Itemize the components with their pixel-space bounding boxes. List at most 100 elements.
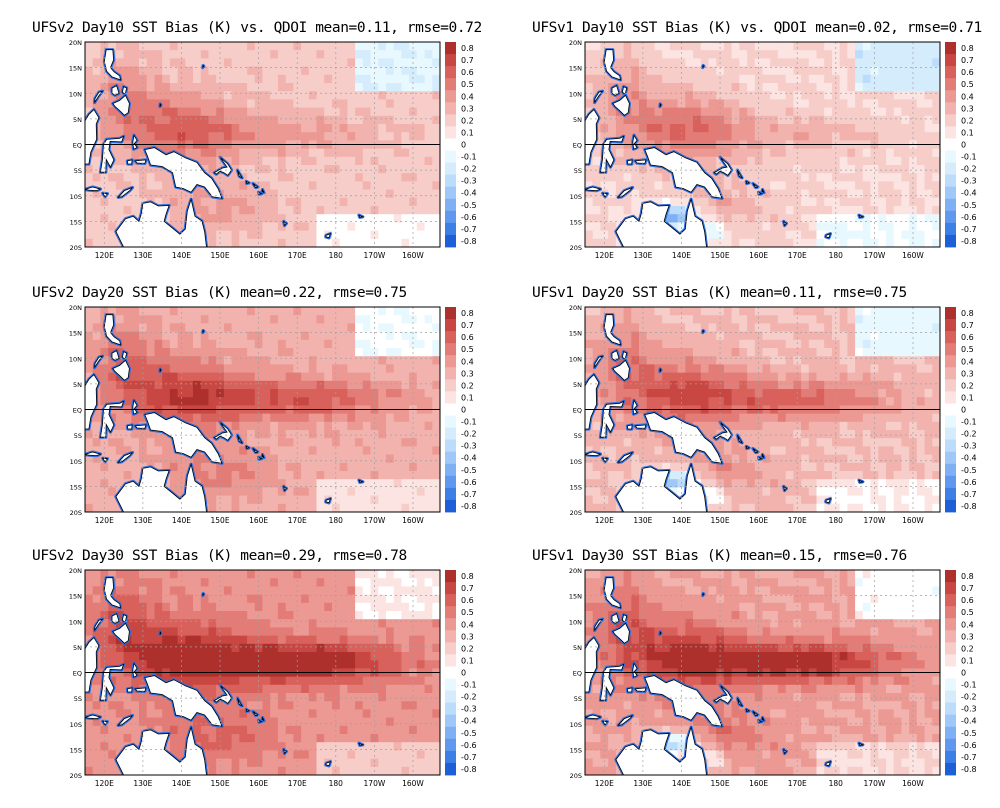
y-tick-label: EQ — [73, 407, 82, 415]
colorbar-swatch — [945, 691, 956, 704]
y-tick-label: 10S — [70, 721, 82, 729]
colorbar-swatch — [945, 751, 956, 764]
y-tick-label: EQ — [73, 142, 82, 150]
colorbar: 0.80.70.60.50.40.30.20.10-0.1-0.2-0.3-0.… — [445, 307, 477, 512]
x-tick-label: 150E — [711, 779, 730, 788]
colorbar-swatch — [445, 66, 456, 79]
colorbar-label: 0.3 — [961, 369, 974, 378]
colorbar-swatch — [445, 343, 456, 356]
colorbar-label: -0.1 — [961, 681, 977, 690]
y-tick-label: 20N — [69, 567, 82, 575]
colorbar-swatch — [445, 126, 456, 138]
colorbar-label: 0.4 — [961, 92, 974, 101]
colorbar-label: 0.4 — [461, 620, 474, 629]
y-tick-label: EQ — [573, 670, 582, 678]
colorbar-label: -0.2 — [461, 165, 477, 174]
colorbar-swatch — [945, 343, 956, 356]
y-tick-label: 5S — [74, 167, 82, 175]
x-tick-label: 160W — [902, 251, 924, 260]
colorbar-label: -0.5 — [961, 466, 977, 475]
y-tick-label: 15N — [69, 65, 82, 73]
colorbar-swatch — [945, 367, 956, 380]
colorbar-label: 0.4 — [461, 92, 474, 101]
x-tick-label: 180 — [829, 779, 844, 788]
x-tick-label: 130E — [133, 516, 152, 525]
colorbar-swatch — [945, 331, 956, 344]
colorbar-label: 0.3 — [461, 104, 474, 113]
colorbar-swatch — [445, 139, 456, 152]
colorbar-swatch — [445, 642, 456, 655]
colorbar-swatch — [445, 199, 456, 212]
colorbar-swatch — [445, 582, 456, 595]
colorbar-swatch — [445, 679, 456, 692]
colorbar-swatch — [945, 90, 956, 103]
colorbar-swatch — [945, 667, 956, 680]
colorbar-label: -0.2 — [961, 693, 977, 702]
colorbar-swatch — [945, 307, 956, 320]
colorbar-label: 0.7 — [961, 56, 974, 65]
y-tick-label: 15N — [69, 593, 82, 601]
colorbar-label: 0.1 — [961, 128, 974, 137]
colorbar-label: 0.2 — [961, 644, 974, 653]
y-tick-label: 20S — [570, 244, 582, 252]
coastline — [635, 688, 646, 692]
colorbar-swatch — [945, 355, 956, 368]
y-tick-label: 20N — [569, 304, 582, 312]
colorbar-label: 0.5 — [961, 345, 974, 354]
y-tick-label: 10N — [69, 90, 82, 98]
colorbar-swatch — [945, 582, 956, 595]
y-tick-label: 15N — [69, 330, 82, 338]
x-tick-label: 140E — [172, 251, 191, 260]
colorbar-label: 0 — [961, 141, 966, 150]
colorbar-swatch — [445, 667, 456, 680]
colorbar-label: 0.3 — [461, 632, 474, 641]
x-tick-label: 120E — [95, 516, 114, 525]
x-tick-label: 170E — [288, 516, 307, 525]
coastline — [135, 425, 146, 429]
x-tick-label: 160E — [249, 251, 268, 260]
colorbar-swatch — [945, 151, 956, 164]
colorbar-swatch — [945, 763, 956, 776]
colorbar-swatch — [445, 464, 456, 477]
y-tick-label: 10N — [69, 618, 82, 626]
colorbar-label: 0.1 — [961, 393, 974, 402]
colorbar-label: -0.2 — [461, 693, 477, 702]
y-tick-label: 5N — [73, 116, 82, 124]
colorbar-label: -0.5 — [461, 466, 477, 475]
colorbar-label: 0.4 — [461, 357, 474, 366]
colorbar-label: 0.6 — [961, 333, 974, 342]
colorbar-label: -0.7 — [961, 225, 977, 234]
y-tick-label: 10N — [569, 355, 582, 363]
colorbar: 0.80.70.60.50.40.30.20.10-0.1-0.2-0.3-0.… — [445, 42, 477, 247]
x-tick-label: 140E — [172, 516, 191, 525]
colorbar-swatch — [945, 654, 956, 667]
colorbar-label: -0.4 — [461, 454, 477, 463]
x-tick-label: 150E — [211, 516, 230, 525]
x-tick-label: 130E — [633, 251, 652, 260]
colorbar: 0.80.70.60.50.40.30.20.10-0.1-0.2-0.3-0.… — [945, 307, 977, 512]
colorbar-label: 0.5 — [461, 80, 474, 89]
y-tick-label: 5N — [573, 644, 582, 652]
x-tick-label: 170W — [864, 251, 886, 260]
colorbar-swatch — [945, 139, 956, 152]
colorbar-label: -0.6 — [961, 478, 977, 487]
y-tick-label: 5N — [573, 381, 582, 389]
colorbar-label: -0.4 — [961, 717, 977, 726]
colorbar-swatch — [945, 715, 956, 728]
y-tick-label: 20N — [569, 567, 582, 575]
colorbar-swatch — [945, 187, 956, 200]
colorbar-swatch — [445, 102, 456, 115]
colorbar-label: 0 — [461, 406, 466, 415]
y-tick-label: 10N — [569, 618, 582, 626]
y-tick-label: 20S — [570, 772, 582, 780]
y-tick-label: 5N — [573, 116, 582, 124]
colorbar: 0.80.70.60.50.40.30.20.10-0.1-0.2-0.3-0.… — [945, 570, 977, 775]
colorbar-swatch — [945, 54, 956, 67]
colorbar-label: 0.5 — [961, 80, 974, 89]
colorbar-swatch — [445, 391, 456, 404]
colorbar-swatch — [945, 319, 956, 332]
colorbar-label: -0.4 — [461, 189, 477, 198]
colorbar-label: 0.3 — [461, 369, 474, 378]
x-tick-label: 180 — [829, 251, 844, 260]
colorbar-swatch — [445, 606, 456, 619]
